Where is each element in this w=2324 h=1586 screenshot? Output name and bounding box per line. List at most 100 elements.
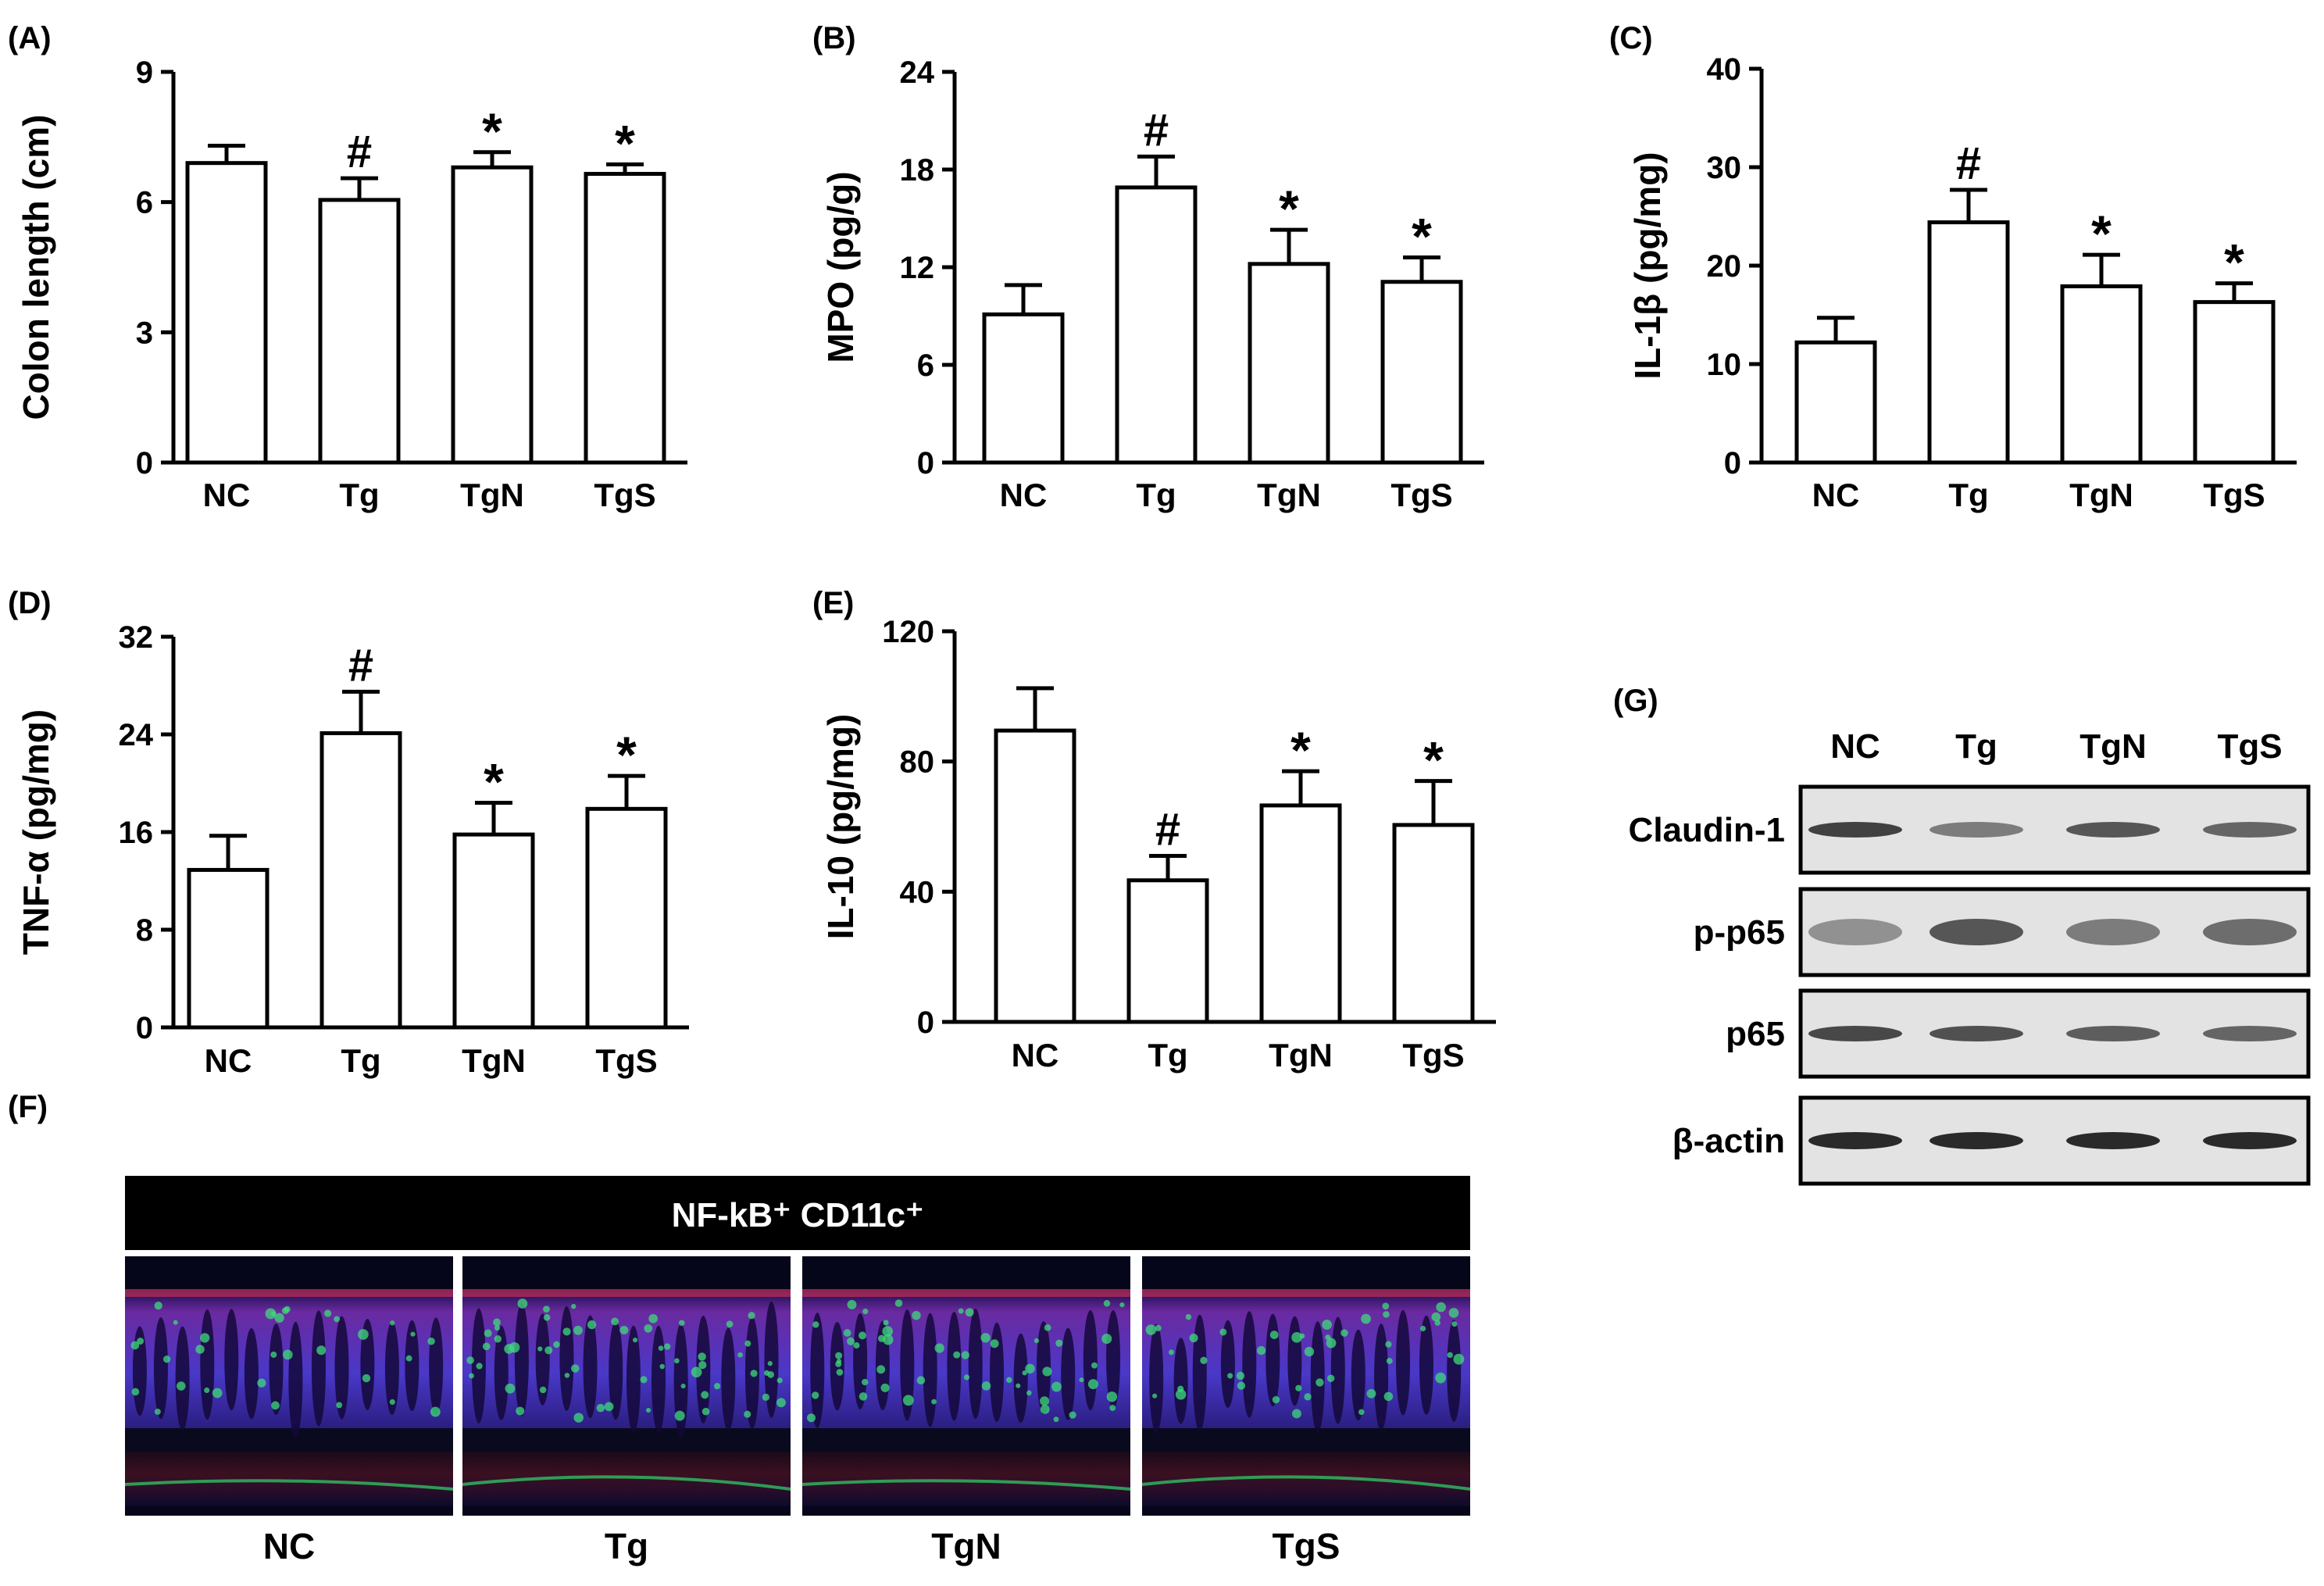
nfkb-positive-cell [562,1327,571,1336]
bar [585,806,668,1030]
crypt-lumen [244,1327,259,1420]
nfkb-positive-cell [961,1351,969,1359]
significance-star: * [616,726,637,784]
crypt-lumen [175,1326,190,1431]
x-tick-label: Tg [339,477,379,513]
nfkb-positive-cell [336,1402,343,1409]
crypt-lumen [384,1321,399,1416]
y-tick-label: 0 [136,1011,153,1045]
nfkb-positive-cell [1022,1370,1027,1376]
nfkb-positive-cell [811,1391,819,1399]
if-micrograph [801,1256,1131,1516]
epithelial-rim [462,1289,791,1297]
nfkb-positive-cell [1119,1302,1125,1308]
y-axis-label: IL-10 (pg/mg) [820,714,861,940]
crypt-lumen [651,1325,666,1433]
significance-hash: # [348,640,373,691]
muscle-green-lining [462,1475,791,1491]
nfkb-positive-cell [862,1308,869,1315]
blot-row-label: p65 [1726,1015,1785,1053]
panel-label-c: (C) [1609,21,1653,55]
crypt-lumen [334,1316,349,1420]
nfkb-positive-cell [410,1331,416,1337]
nfkb-positive-cell [212,1388,223,1398]
nfkb-positive-cell [482,1342,491,1351]
nfkb-positive-cell [544,1346,553,1355]
crypt-lumen [1036,1321,1051,1415]
x-tick-label: Tg [1148,1037,1187,1073]
x-tick-label: TgN [2069,477,2133,513]
nfkb-positive-cell [154,1302,162,1310]
crypt-lumen [535,1313,550,1406]
x-tick-label: TgS [2203,477,2265,513]
nfkb-positive-cell [859,1331,866,1340]
blot-band [1930,1026,2023,1041]
nfkb-positive-cell [776,1398,786,1408]
nfkb-positive-cell [1436,1302,1447,1313]
nfkb-positive-cell [1236,1371,1245,1381]
significance-star: * [615,114,635,172]
nfkb-positive-cell [1383,1391,1394,1402]
nfkb-positive-cell [990,1339,999,1348]
significance-star: * [2224,234,2244,291]
nfkb-positive-cell [274,1313,284,1323]
muscle-green-lining [124,1479,454,1491]
nfkb-positive-cell [358,1329,369,1340]
nfkb-positive-cell [1055,1339,1063,1347]
crypt-lumen [1192,1314,1207,1431]
nfkb-positive-cell [430,1406,441,1417]
nfkb-positive-cell [1040,1396,1050,1406]
bar [1115,185,1198,465]
if-header-label: NF-kB⁺ CD11c⁺ [672,1196,924,1234]
nfkb-positive-cell [484,1329,492,1338]
nfkb-positive-cell [1358,1409,1365,1416]
nfkb-positive-cell [195,1345,205,1354]
if-micrograph [124,1256,454,1516]
epithelial-rim [802,1289,1130,1297]
nfkb-positive-cell [1451,1321,1458,1327]
nfkb-positive-cell [323,1309,332,1317]
nfkb-positive-cell [573,1413,584,1423]
nfkb-positive-cell [611,1317,619,1326]
nfkb-positive-cell [1291,1409,1301,1419]
x-tick-label: TgN [1269,1037,1333,1073]
nfkb-positive-cell [537,1346,543,1352]
crypt-lumen [1220,1320,1235,1409]
x-tick-label: NC [1012,1037,1059,1073]
significance-hash: # [347,127,372,177]
nfkb-positive-cell [1106,1391,1118,1402]
nfkb-positive-cell [981,1381,991,1391]
bar [2193,300,2276,465]
crypt-lumen [721,1327,736,1431]
y-tick-label: 9 [136,55,153,90]
crypt-lumen [626,1325,641,1433]
nfkb-positive-cell [659,1363,665,1370]
y-tick-label: 0 [917,446,934,480]
nfkb-positive-cell [1103,1300,1111,1307]
y-tick-label: 120 [882,615,934,649]
nfkb-positive-cell [748,1312,755,1320]
nfkb-positive-cell [137,1338,145,1345]
y-tick-label: 32 [119,620,154,655]
nfkb-positive-cell [1101,1334,1112,1345]
bar [451,165,534,465]
bar [1126,878,1209,1024]
blot-band [2066,1026,2160,1041]
nfkb-positive-cell [663,1343,671,1350]
nfkb-positive-cell [882,1326,894,1337]
muscle-green-lining [801,1479,1131,1491]
nfkb-positive-cell [1040,1405,1050,1414]
nfkb-positive-cell [843,1329,851,1337]
crypt-lumen [810,1312,825,1428]
crypt-lumen [1061,1327,1076,1420]
nfkb-positive-cell [744,1410,751,1418]
nfkb-positive-cell [912,1310,921,1320]
nfkb-positive-cell [199,1333,210,1343]
nfkb-positive-cell [648,1313,659,1323]
nfkb-positive-cell [176,1381,186,1391]
x-tick-label: TgS [595,1042,657,1079]
nfkb-positive-cell [1386,1357,1393,1364]
mucosa-layer [462,1291,791,1428]
nfkb-positive-cell [204,1387,210,1393]
nfkb-positive-cell [1420,1325,1426,1332]
